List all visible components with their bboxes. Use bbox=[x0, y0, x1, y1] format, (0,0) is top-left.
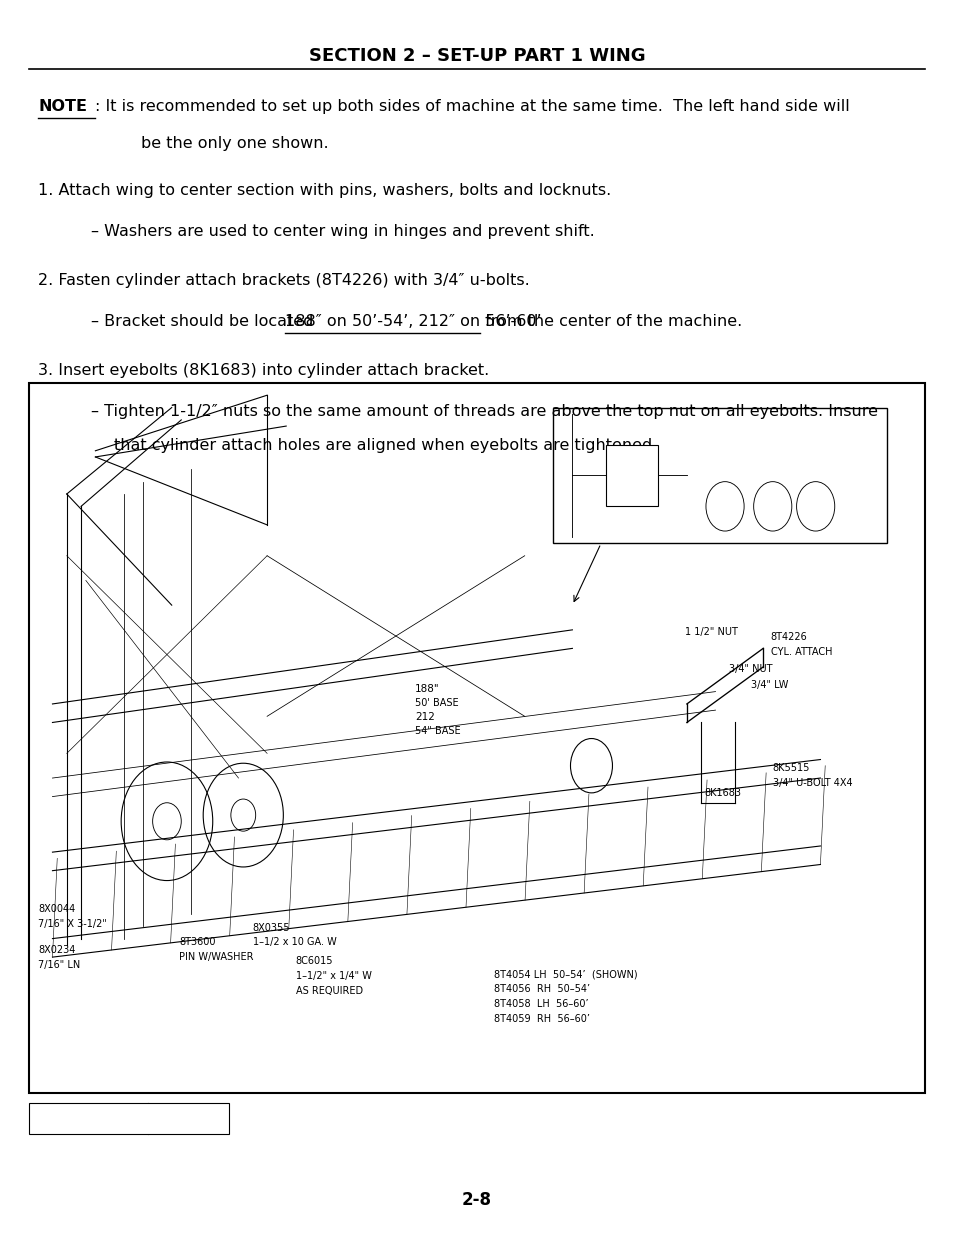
Text: SECTION 2 – SET-UP PART 1 WING: SECTION 2 – SET-UP PART 1 WING bbox=[309, 47, 644, 64]
Text: 8T4226: 8T4226 bbox=[770, 632, 807, 642]
FancyBboxPatch shape bbox=[29, 383, 924, 1093]
Text: 2-8: 2-8 bbox=[461, 1192, 492, 1209]
Text: 8X0044: 8X0044 bbox=[38, 904, 75, 914]
Text: 1. Attach wing to center section with pins, washers, bolts and locknuts.: 1. Attach wing to center section with pi… bbox=[38, 183, 611, 198]
Text: : It is recommended to set up both sides of machine at the same time.  The left : : It is recommended to set up both sides… bbox=[95, 99, 849, 114]
Text: CYL. ATTACH: CYL. ATTACH bbox=[770, 647, 831, 657]
Text: – Tighten 1-1/2″ nuts so the same amount of threads are above the top nut on all: – Tighten 1-1/2″ nuts so the same amount… bbox=[91, 404, 877, 419]
Text: 212: 212 bbox=[415, 713, 435, 722]
Text: 8X0234: 8X0234 bbox=[38, 945, 75, 955]
Text: 5POM/5CP2–8BW: 5POM/5CP2–8BW bbox=[38, 1112, 145, 1124]
Text: 3/4" LW: 3/4" LW bbox=[750, 680, 787, 690]
Text: NOTE: NOTE bbox=[38, 99, 87, 114]
Text: 8T4056  RH  50–54’: 8T4056 RH 50–54’ bbox=[494, 984, 590, 994]
Text: from the center of the machine.: from the center of the machine. bbox=[479, 314, 741, 329]
Text: AS REQUIRED: AS REQUIRED bbox=[295, 986, 362, 995]
Text: 3/4" NUT: 3/4" NUT bbox=[728, 664, 772, 674]
Text: 1–1/2" x 1/4" W: 1–1/2" x 1/4" W bbox=[295, 971, 372, 981]
Text: 8X0355: 8X0355 bbox=[253, 923, 290, 932]
Text: 3. Insert eyebolts (8K1683) into cylinder attach bracket.: 3. Insert eyebolts (8K1683) into cylinde… bbox=[38, 363, 489, 378]
Text: 188″ on 50’-54’, 212″ on 56’-60’: 188″ on 50’-54’, 212″ on 56’-60’ bbox=[285, 314, 541, 329]
Text: 50' BASE: 50' BASE bbox=[415, 698, 458, 708]
Bar bbox=[29, 1103, 229, 1134]
Text: 8T4058  LH  56–60’: 8T4058 LH 56–60’ bbox=[494, 999, 588, 1009]
Text: 1 1/2" NUT: 1 1/2" NUT bbox=[684, 627, 737, 637]
Bar bbox=[605, 445, 658, 506]
Text: – Bracket should be located: – Bracket should be located bbox=[91, 314, 317, 329]
Text: 8K1683: 8K1683 bbox=[703, 788, 740, 798]
Text: 8T4054 LH  50–54’  (SHOWN): 8T4054 LH 50–54’ (SHOWN) bbox=[494, 969, 638, 979]
FancyBboxPatch shape bbox=[553, 408, 886, 543]
Text: that cylinder attach holes are aligned when eyebolts are tightened.: that cylinder attach holes are aligned w… bbox=[114, 438, 658, 453]
Text: 3/4" U-BOLT 4X4: 3/4" U-BOLT 4X4 bbox=[772, 778, 851, 788]
Text: 8C6015: 8C6015 bbox=[295, 956, 333, 966]
Text: 1–1/2 x 10 GA. W: 1–1/2 x 10 GA. W bbox=[253, 937, 336, 947]
Text: 7/16" LN: 7/16" LN bbox=[38, 960, 80, 969]
Text: 8T4059  RH  56–60’: 8T4059 RH 56–60’ bbox=[494, 1014, 590, 1024]
Text: PIN W/WASHER: PIN W/WASHER bbox=[179, 952, 253, 962]
Text: 8T3600: 8T3600 bbox=[179, 937, 215, 947]
Text: 2. Fasten cylinder attach brackets (8T4226) with 3/4″ u-bolts.: 2. Fasten cylinder attach brackets (8T42… bbox=[38, 273, 529, 288]
Text: 12/4/07: 12/4/07 bbox=[157, 1112, 205, 1124]
Text: 188": 188" bbox=[415, 684, 439, 694]
Text: 54" BASE: 54" BASE bbox=[415, 726, 460, 736]
Text: be the only one shown.: be the only one shown. bbox=[141, 136, 329, 151]
Text: 7/16" X 3-1/2": 7/16" X 3-1/2" bbox=[38, 919, 107, 929]
Text: – Washers are used to center wing in hinges and prevent shift.: – Washers are used to center wing in hin… bbox=[91, 224, 594, 238]
Text: 8K5515: 8K5515 bbox=[772, 763, 809, 773]
